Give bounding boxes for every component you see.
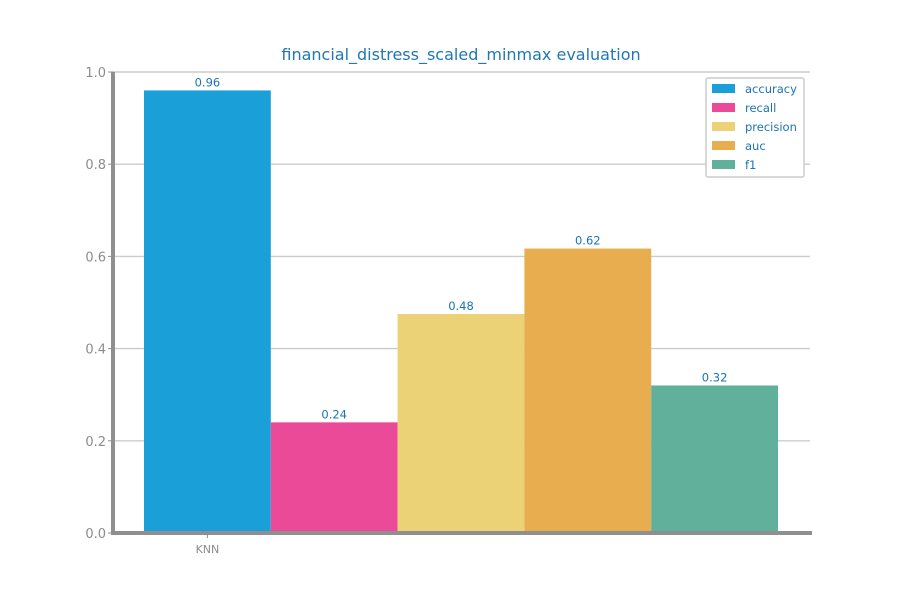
legend-label-recall: recall <box>745 101 776 115</box>
y-tick-label: 0.2 <box>85 435 106 450</box>
axes: 0.0 0.2 0.4 0.6 0.8 1.0 KNN <box>85 66 812 556</box>
legend-swatch-recall <box>712 103 735 112</box>
legend-label-auc: auc <box>745 139 766 153</box>
legend-swatch-precision <box>712 122 735 131</box>
y-tick-label: 1.0 <box>85 66 106 81</box>
legend: accuracy recall precision auc f1 <box>705 77 805 178</box>
y-tick-label: 0.4 <box>85 343 106 358</box>
bar-accuracy <box>144 90 271 533</box>
data-label-precision: 0.48 <box>448 299 474 313</box>
y-tick-label: 0.0 <box>85 527 106 542</box>
bar-f1 <box>651 385 778 533</box>
legend-label-precision: precision <box>745 120 797 134</box>
data-label-accuracy: 0.96 <box>195 75 221 89</box>
bar-auc <box>524 248 652 534</box>
data-label-recall: 0.24 <box>321 407 347 421</box>
bar-recall <box>270 422 398 533</box>
legend-swatch-auc <box>712 141 735 150</box>
y-tick-label: 0.6 <box>85 250 106 265</box>
x-tick-label: KNN <box>196 543 220 556</box>
legend-box <box>705 77 805 178</box>
legend-swatch-accuracy <box>712 84 735 93</box>
legend-label-f1: f1 <box>745 158 756 172</box>
chart-title: financial_distress_scaled_minmax evaluat… <box>281 45 640 65</box>
bar-precision <box>397 314 525 533</box>
legend-label-accuracy: accuracy <box>745 82 797 96</box>
y-tick-label: 0.8 <box>85 158 106 173</box>
data-label-auc: 0.62 <box>575 234 601 248</box>
legend-swatch-f1 <box>712 160 735 169</box>
data-labels: 0.96 0.24 0.48 0.62 0.32 <box>195 75 728 421</box>
bars <box>144 90 778 534</box>
data-label-f1: 0.32 <box>702 370 728 384</box>
